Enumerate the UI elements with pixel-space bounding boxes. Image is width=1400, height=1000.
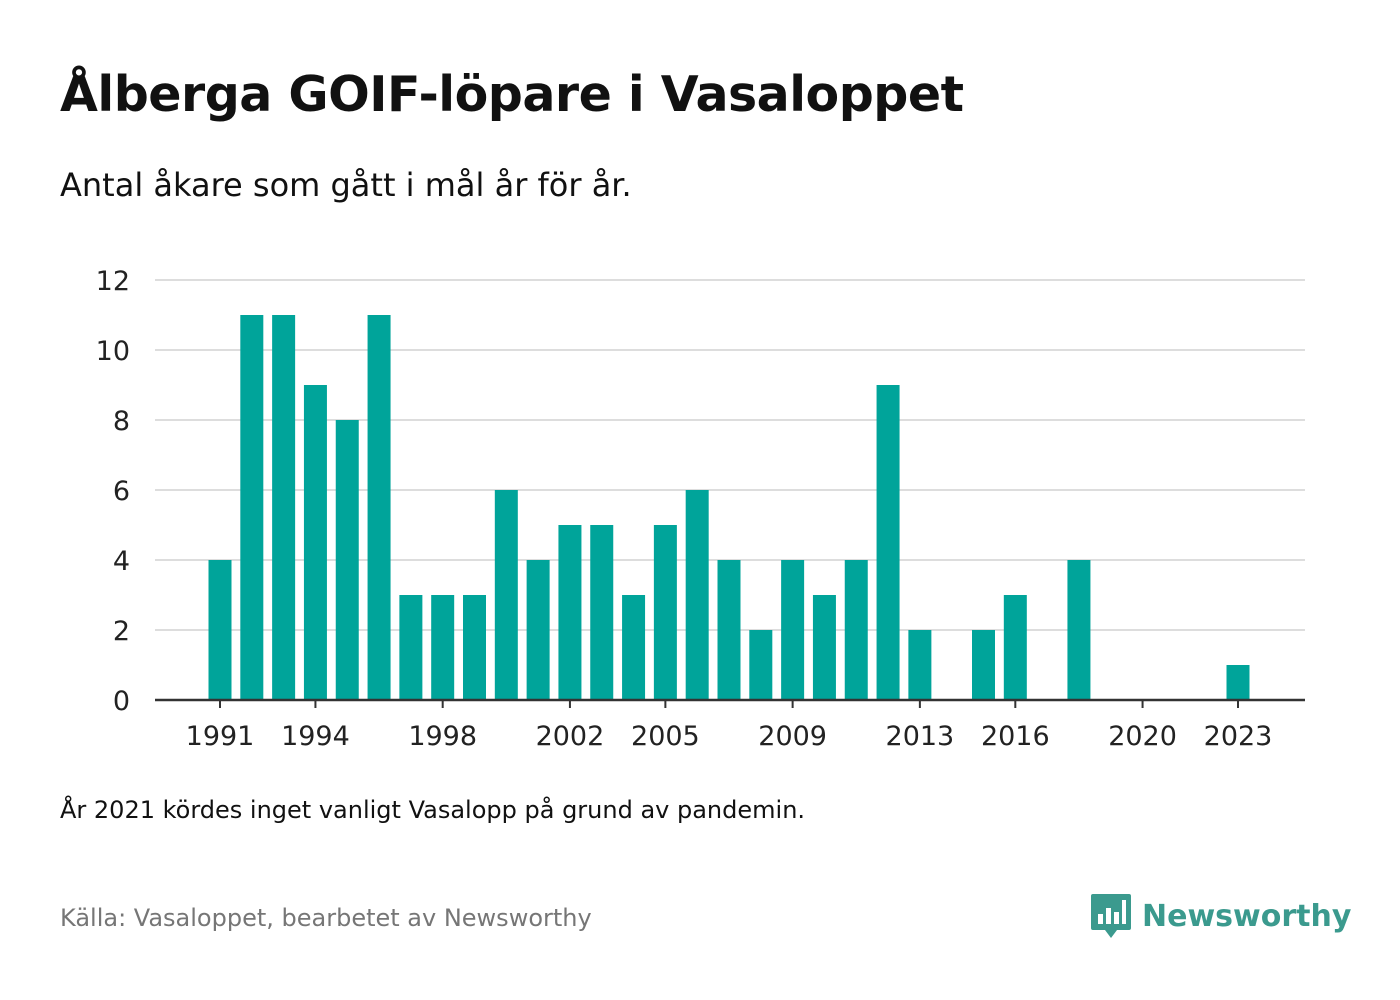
bar-2023 bbox=[1226, 665, 1250, 700]
bar-1997 bbox=[399, 595, 423, 700]
x-tick-label: 1998 bbox=[408, 721, 477, 752]
bar-2006 bbox=[685, 490, 709, 700]
y-tick-label: 0 bbox=[113, 686, 130, 717]
bar-1995 bbox=[335, 420, 359, 700]
bar-2013 bbox=[908, 630, 932, 700]
x-tick-label: 1991 bbox=[186, 721, 255, 752]
bar-2018 bbox=[1067, 560, 1091, 700]
newsworthy-brand: Newsworthy bbox=[1090, 892, 1351, 940]
y-tick-label: 6 bbox=[113, 476, 130, 507]
bar-1998 bbox=[431, 595, 455, 700]
brand-name: Newsworthy bbox=[1142, 898, 1352, 934]
bar-2002 bbox=[558, 525, 582, 700]
bar-2015 bbox=[972, 630, 995, 700]
y-tick-label: 12 bbox=[96, 266, 130, 297]
chart-subtitle: Antal åkare som gått i mål år för år. bbox=[60, 166, 632, 204]
source-credit: Källa: Vasaloppet, bearbetet av Newswort… bbox=[60, 904, 592, 932]
chart-title: Ålberga GOIF-löpare i Vasaloppet bbox=[60, 66, 964, 123]
bar-2003 bbox=[590, 525, 614, 700]
bar-2016 bbox=[1003, 595, 1027, 700]
x-tick-label: 2002 bbox=[536, 721, 605, 752]
x-axis-tick-labels: 1991 1994 1998 2002 2005 2009 2013 2016 2020 2023 bbox=[186, 700, 1273, 752]
bar-2000 bbox=[494, 490, 518, 700]
bar-2004 bbox=[622, 595, 646, 700]
chart-footnote: År 2021 kördes inget vanligt Vasalopp på… bbox=[60, 796, 806, 824]
x-tick-label: 2009 bbox=[758, 721, 827, 752]
x-tick-label: 2013 bbox=[886, 721, 955, 752]
bar-2001 bbox=[526, 560, 550, 700]
x-tick-label: 2016 bbox=[981, 721, 1050, 752]
bar-2010 bbox=[812, 595, 836, 700]
y-tick-label: 8 bbox=[113, 406, 130, 437]
bar-1994 bbox=[303, 385, 327, 700]
bar-2009 bbox=[781, 560, 805, 700]
x-tick-label: 2020 bbox=[1108, 721, 1177, 752]
x-tick-label: 2023 bbox=[1204, 721, 1273, 752]
y-axis-tick-labels: 0 2 4 6 8 10 12 bbox=[96, 266, 130, 717]
bar-1992 bbox=[240, 315, 264, 700]
bar-1993 bbox=[272, 315, 296, 700]
bar-2011 bbox=[844, 560, 868, 700]
bar-2008 bbox=[749, 630, 773, 700]
y-tick-label: 4 bbox=[113, 546, 130, 577]
y-tick-label: 2 bbox=[113, 616, 130, 647]
bar-1999 bbox=[463, 595, 486, 700]
x-tick-label: 2005 bbox=[631, 721, 700, 752]
bar-2005 bbox=[653, 525, 677, 700]
newsworthy-logo-icon bbox=[1091, 894, 1131, 938]
x-tick-label: 1994 bbox=[281, 721, 350, 752]
bar-2012 bbox=[876, 385, 900, 700]
bar-1996 bbox=[367, 315, 391, 700]
bar-2007 bbox=[717, 560, 741, 700]
y-tick-label: 10 bbox=[96, 336, 130, 367]
bar-1991 bbox=[208, 560, 232, 700]
bar-chart: 0 2 4 6 8 10 12 1991 1994 1998 2002 2005 2009 2013 20… bbox=[96, 266, 1305, 752]
bars bbox=[208, 315, 1250, 700]
